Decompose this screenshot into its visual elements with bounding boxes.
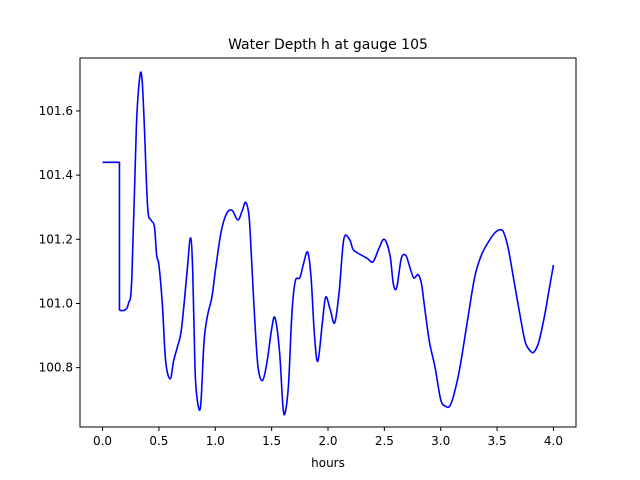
x-tick-label: 0.5 — [149, 434, 168, 448]
y-axis: 100.8 101.0 101.2 101.4 101.6 — [39, 104, 80, 375]
x-axis: 0.0 0.5 1.0 1.5 2.0 2.5 3.0 3.5 4.0 — [93, 427, 563, 448]
x-tick-label: 4.0 — [544, 434, 563, 448]
series-line-0 — [102, 71, 555, 416]
x-tick-label: 0.0 — [93, 434, 112, 448]
plot-area — [79, 57, 577, 428]
y-tick-label: 101.6 — [39, 104, 73, 118]
y-tick-label: 101.0 — [39, 296, 73, 310]
x-tick-label: 1.0 — [206, 434, 225, 448]
chart-title: Water Depth h at gauge 105 — [228, 37, 428, 53]
x-tick-label: 1.5 — [262, 434, 281, 448]
y-tick-label: 100.8 — [39, 361, 73, 375]
x-tick-label: 2.0 — [318, 434, 337, 448]
series-layer — [102, 71, 555, 416]
x-tick-label: 3.5 — [488, 434, 507, 448]
x-tick-label: 2.5 — [375, 434, 394, 448]
plot-background — [80, 58, 576, 427]
x-axis-label: hours — [311, 456, 345, 470]
y-tick-label: 101.4 — [39, 168, 73, 182]
x-tick-label: 3.0 — [431, 434, 450, 448]
y-tick-label: 101.2 — [39, 232, 73, 246]
